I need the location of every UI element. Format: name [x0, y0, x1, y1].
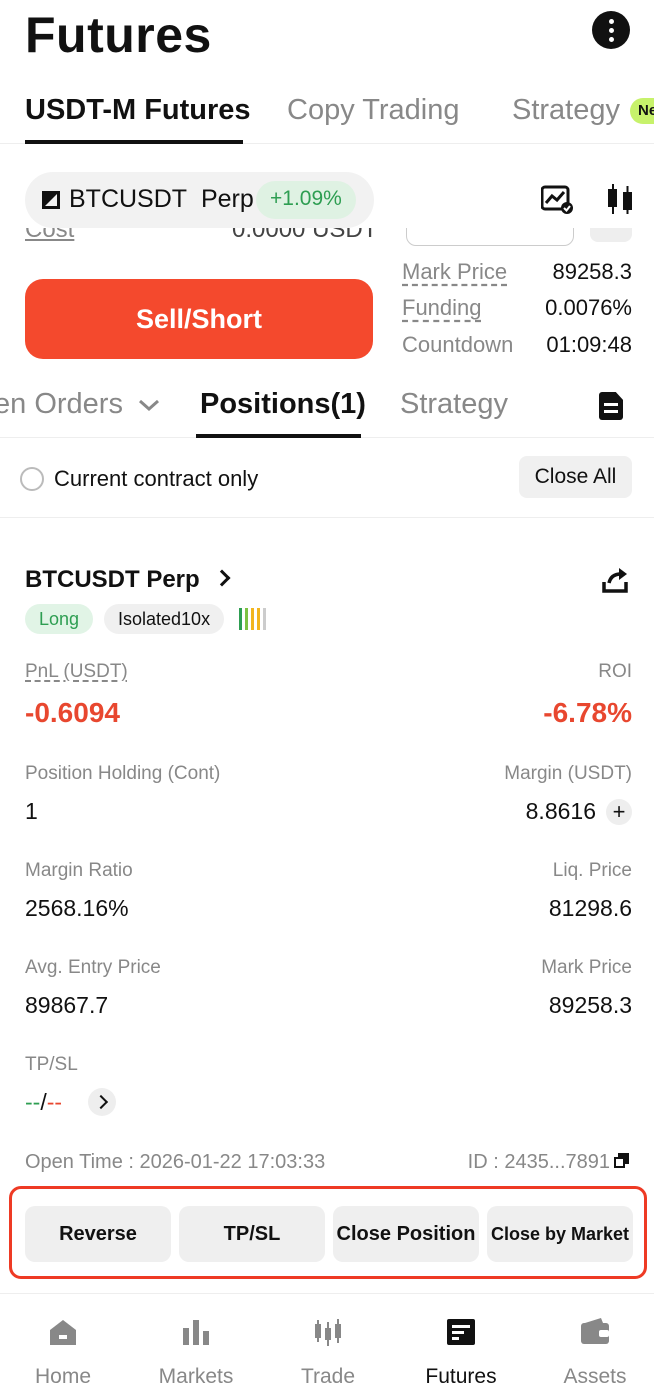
margin-ratio-label: Margin Ratio: [25, 860, 133, 881]
nav-home[interactable]: Home: [0, 1294, 128, 1394]
reverse-button[interactable]: Reverse: [25, 1206, 171, 1262]
symbol-selector[interactable]: BTCUSDT Perp +1.09%: [25, 172, 374, 228]
tab-usdt-m-futures[interactable]: USDT-M Futures: [25, 94, 251, 126]
new-badge: Ne: [630, 98, 654, 124]
nav-futures-label: Futures: [425, 1365, 497, 1388]
tpsl-button[interactable]: TP/SL: [179, 1206, 325, 1262]
tab-strategy[interactable]: Strategy: [512, 94, 620, 126]
cost-value: 0.0000 USDT: [232, 228, 378, 243]
symbol-ticker: BTCUSDT: [69, 185, 188, 213]
margin-ratio-value: 2568.16%: [25, 895, 129, 921]
document-icon-line: [604, 403, 618, 406]
document-icon-line: [604, 410, 618, 413]
symbol-type: Perp: [200, 185, 254, 213]
nav-trade-label: Trade: [300, 1365, 356, 1388]
position-tabs: en Orders Positions(1) Strategy: [0, 378, 654, 438]
nav-trade[interactable]: Trade: [263, 1294, 393, 1394]
bottom-nav: Home Markets Trade Futures As: [0, 1293, 654, 1394]
position-symbol[interactable]: BTCUSDT Perp: [25, 566, 200, 593]
wallet-icon: [581, 1318, 609, 1344]
markets-icon: [183, 1320, 209, 1345]
close-all-button[interactable]: Close All: [519, 456, 632, 498]
funding-value: 0.0076%: [545, 295, 632, 320]
active-tab-indicator: [25, 140, 243, 144]
sl-value: --: [46, 1089, 63, 1115]
chart-icon[interactable]: [541, 185, 573, 215]
entry-price-value: 89867.7: [25, 992, 109, 1018]
order-input-box[interactable]: [406, 228, 574, 246]
scrolled-cost-row: Cost 0.0000 USDT: [0, 228, 654, 250]
share-icon[interactable]: [601, 566, 629, 594]
tp-value: --: [25, 1089, 41, 1115]
nav-futures[interactable]: Futures: [396, 1294, 526, 1394]
order-id: ID : 2435...7891: [467, 1151, 610, 1173]
top-tabs: USDT-M Futures Copy Trading Strategy: [0, 90, 654, 144]
page-title: Futures: [25, 7, 212, 63]
order-input-box-secondary[interactable]: [590, 228, 632, 242]
position-side-badge: Long: [25, 604, 94, 634]
leverage-risk-bars: [239, 608, 266, 630]
countdown-label: Countdown: [402, 332, 514, 357]
cost-label: Cost: [25, 228, 75, 243]
pnl-value: -0.6094: [25, 697, 120, 728]
chevron-down-icon: [139, 400, 160, 412]
mark-price-value-position: 89258.3: [548, 992, 632, 1018]
document-icon[interactable]: [599, 392, 623, 420]
mark-price-label[interactable]: Mark Price: [402, 259, 508, 284]
entry-price-label: Avg. Entry Price: [25, 957, 161, 978]
tpsl-separator: /: [40, 1089, 47, 1115]
nav-markets[interactable]: Markets: [131, 1294, 261, 1394]
holding-value: 1: [25, 798, 38, 824]
nav-assets[interactable]: Assets: [530, 1294, 654, 1394]
liq-price-label: Liq. Price: [552, 860, 632, 881]
close-by-market-button[interactable]: Close by Market: [487, 1206, 633, 1262]
tab-open-orders-label: en Orders: [0, 388, 123, 420]
more-options-icon[interactable]: [592, 11, 630, 49]
tpsl-label: TP/SL: [25, 1054, 78, 1075]
mark-price-value: 89258.3: [552, 259, 632, 284]
nav-assets-label: Assets: [563, 1365, 627, 1388]
funding-label[interactable]: Funding: [402, 295, 482, 320]
action-buttons-highlight: [9, 1186, 647, 1279]
holding-label: Position Holding (Cont): [25, 763, 221, 784]
margin-mode-badge: Isolated10x: [104, 604, 225, 634]
mark-price-label-position: Mark Price: [541, 957, 632, 978]
margin-value: 8.8616: [525, 798, 596, 824]
countdown-value: 01:09:48: [546, 332, 632, 357]
active-subtab-indicator: [196, 434, 361, 438]
filter-row: Current contract only Close All: [0, 438, 654, 518]
copy-icon[interactable]: [614, 1153, 630, 1169]
nav-home-label: Home: [34, 1365, 92, 1388]
roi-value: -6.78%: [543, 697, 632, 728]
chevron-right-icon[interactable]: [213, 569, 231, 587]
futures-icon: [447, 1319, 475, 1345]
sell-short-button[interactable]: Sell/Short: [25, 279, 373, 359]
close-position-button[interactable]: Close Position: [333, 1206, 479, 1262]
add-margin-button[interactable]: +: [606, 799, 632, 825]
price-change-badge: +1.09%: [256, 181, 356, 219]
home-icon: [50, 1320, 76, 1345]
tab-strategy-positions[interactable]: Strategy: [400, 388, 508, 420]
tab-positions[interactable]: Positions(1): [200, 388, 366, 420]
tab-copy-trading[interactable]: Copy Trading: [287, 94, 460, 126]
current-contract-label[interactable]: Current contract only: [54, 466, 259, 491]
nav-markets-label: Markets: [158, 1365, 234, 1388]
tpsl-value: --/--: [25, 1089, 62, 1116]
current-contract-radio[interactable]: [20, 467, 44, 491]
symbol-name: BTCUSDT Perp: [69, 185, 254, 214]
roi-label: ROI: [598, 661, 632, 682]
candlestick-icon[interactable]: [606, 182, 634, 216]
liq-price-value: 81298.6: [548, 895, 632, 921]
trade-icon: [315, 1319, 341, 1346]
tab-open-orders[interactable]: en Orders: [0, 388, 161, 421]
open-time: Open Time : 2026-01-22 17:03:33: [25, 1151, 326, 1173]
pnl-label[interactable]: PnL (USDT): [25, 661, 128, 682]
margin-label: Margin (USDT): [504, 763, 632, 784]
tpsl-detail-chevron-icon[interactable]: [88, 1088, 116, 1116]
